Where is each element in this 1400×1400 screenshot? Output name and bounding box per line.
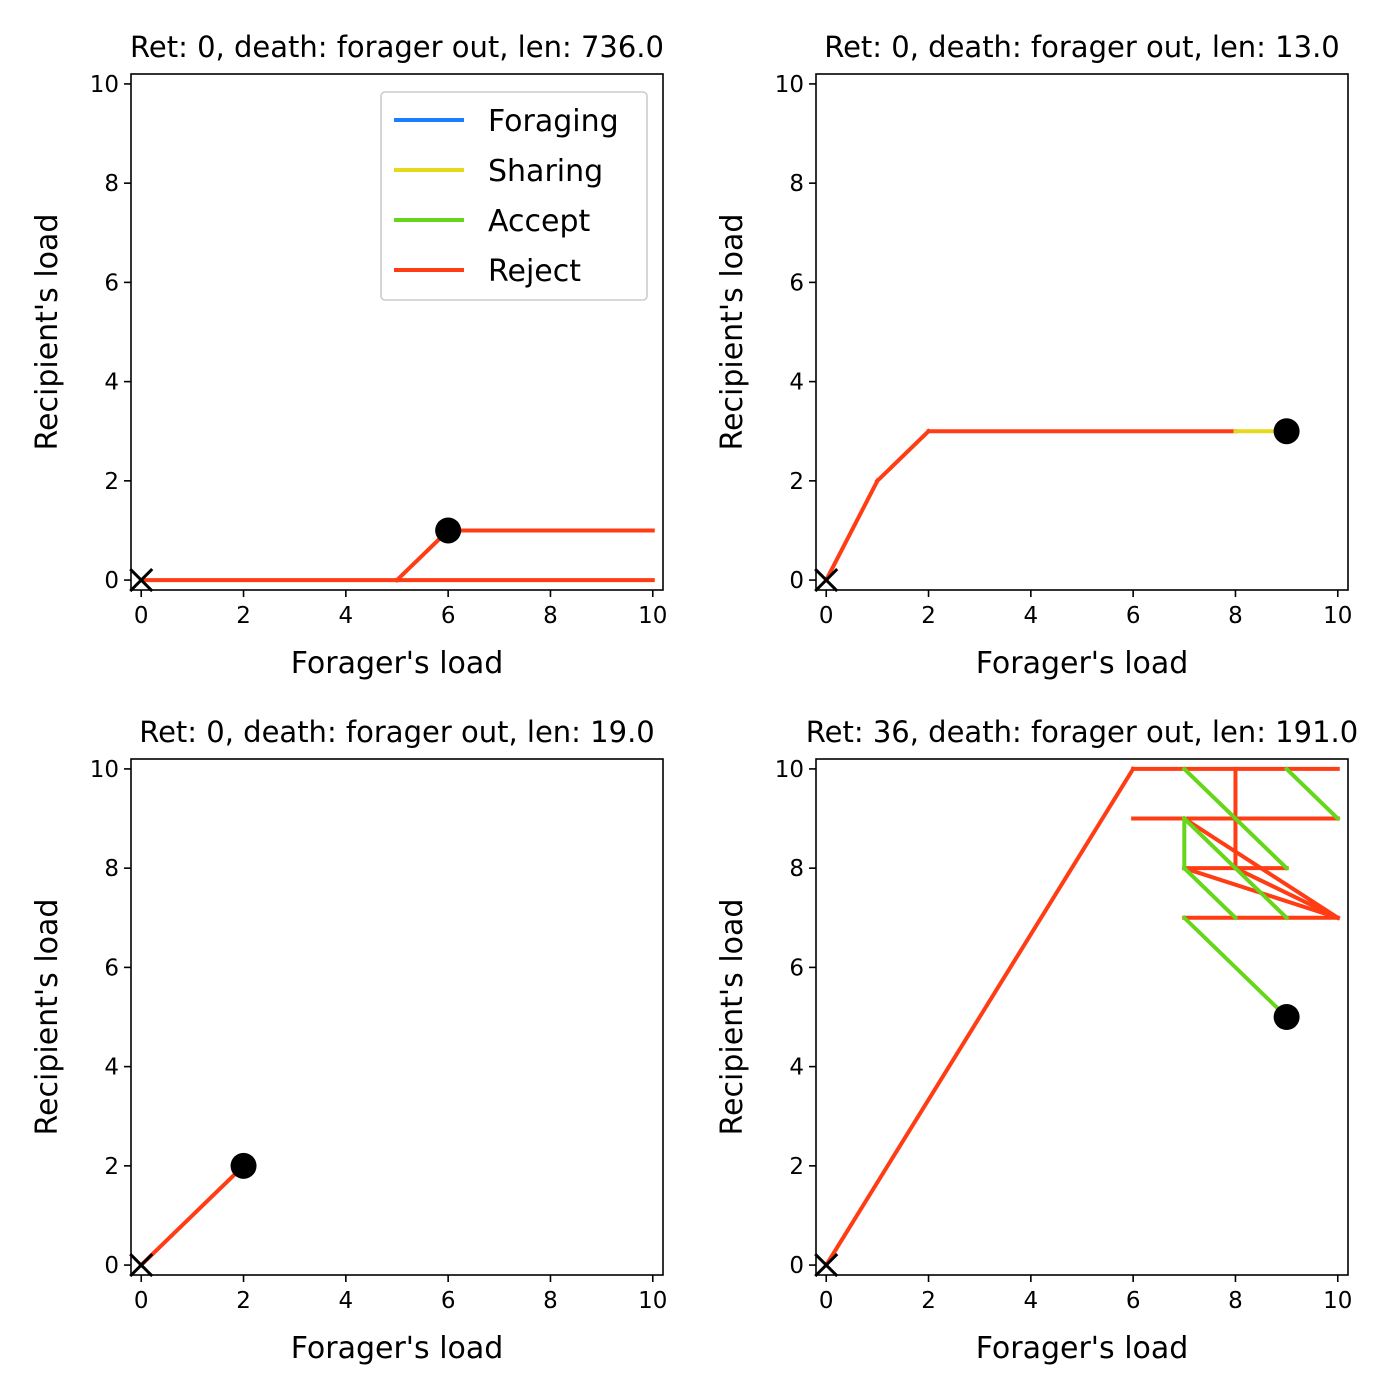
segment-reject	[1181, 815, 1341, 921]
x-tick-label: 8	[1228, 603, 1243, 629]
y-tick-label: 6	[789, 955, 804, 981]
subplot-title: Ret: 0, death: forager out, len: 13.0	[824, 30, 1340, 64]
subplot-4: Ret: 36, death: forager out, len: 191.0 0…	[715, 715, 1358, 1366]
legend: Foraging Sharing Accept Reject	[380, 91, 648, 301]
y-tick-label: 8	[104, 171, 119, 197]
y-tick-label: 6	[104, 270, 119, 296]
x-tick-label: 2	[236, 1288, 251, 1314]
x-tick-label: 10	[638, 603, 667, 629]
segment-reject	[823, 478, 881, 583]
subplot-3: Ret: 0, death: forager out, len: 19.0 0 2 4…	[30, 715, 667, 1366]
y-axis-label: Recipient's load	[715, 899, 750, 1136]
legend-label-sharing: Sharing	[488, 154, 603, 189]
y-tick-label: 10	[775, 757, 804, 783]
y-tick-label: 8	[789, 171, 804, 197]
subplot-title: Ret: 0, death: forager out, len: 736.0	[130, 30, 664, 64]
x-tick-label: 10	[638, 1288, 667, 1314]
start-marker	[814, 1253, 839, 1278]
axes-frame	[130, 758, 664, 1276]
segment-accept	[1181, 815, 1290, 921]
x-tick-label: 8	[543, 1288, 558, 1314]
subplot-title: Ret: 0, death: forager out, len: 19.0	[139, 715, 655, 749]
legend-label-foraging: Foraging	[488, 104, 619, 139]
end-marker	[1273, 1004, 1300, 1030]
axes-frame	[815, 758, 1349, 1276]
subplot-title: Ret: 36, death: forager out, len: 191.0	[806, 715, 1358, 749]
segment-accept	[1181, 865, 1239, 921]
trajectory-lines	[823, 428, 1289, 583]
x-tick-label: 6	[1126, 603, 1141, 629]
y-tick-label: 2	[789, 469, 804, 495]
x-axis-label: Forager's load	[291, 646, 504, 681]
segment-accept	[1181, 914, 1290, 1020]
segment-reject	[874, 428, 932, 484]
axes-frame	[130, 73, 664, 591]
y-tick-label: 6	[789, 270, 804, 296]
y-tick-label: 0	[104, 1253, 119, 1279]
x-tick-label: 0	[819, 1288, 834, 1314]
y-tick-label: 0	[104, 568, 119, 594]
subplot-2: Ret: 0, death: forager out, len: 13.0 0 2 4…	[715, 30, 1352, 681]
end-marker	[1273, 418, 1300, 445]
start-marker	[129, 1253, 154, 1278]
x-axis-label: Forager's load	[291, 1331, 504, 1366]
x-tick-label: 0	[819, 603, 834, 629]
y-tick-label: 0	[789, 1253, 804, 1279]
trajectory-lines	[823, 766, 1341, 1268]
segment-reject	[823, 766, 1136, 1268]
x-tick-label: 4	[339, 603, 354, 629]
x-tick-label: 6	[441, 1288, 456, 1314]
x-tick-label: 8	[543, 603, 558, 629]
legend-box	[380, 91, 648, 301]
start-marker	[129, 568, 154, 593]
y-tick-label: 2	[789, 1154, 804, 1180]
y-tick-label: 4	[104, 370, 119, 396]
x-tick-label: 0	[134, 603, 149, 629]
start-marker	[814, 568, 839, 593]
segment-reject	[1232, 865, 1341, 921]
x-axis-label: Forager's load	[976, 646, 1189, 681]
x-tick-label: 6	[441, 603, 456, 629]
y-tick-label: 8	[789, 856, 804, 882]
segment-accept	[1181, 766, 1239, 822]
x-tick-label: 10	[1323, 603, 1352, 629]
y-tick-label: 0	[789, 568, 804, 594]
y-axis-label: Recipient's load	[30, 214, 65, 451]
x-tick-label: 10	[1323, 1288, 1352, 1314]
y-tick-label: 4	[789, 370, 804, 396]
y-tick-label: 4	[789, 1055, 804, 1081]
trajectory-lines	[138, 1163, 247, 1268]
trajectory-lines	[139, 527, 655, 583]
y-tick-label: 10	[775, 72, 804, 98]
x-tick-label: 4	[1024, 603, 1039, 629]
x-tick-label: 2	[921, 603, 936, 629]
x-axis-label: Forager's load	[976, 1331, 1189, 1366]
segment-reject	[138, 1163, 247, 1268]
segment-accept	[1283, 766, 1341, 822]
x-tick-label: 0	[134, 1288, 149, 1314]
x-tick-label: 4	[1024, 1288, 1039, 1314]
y-axis-label: Recipient's load	[30, 899, 65, 1136]
y-tick-label: 10	[90, 72, 119, 98]
y-tick-label: 8	[104, 856, 119, 882]
legend-label-accept: Accept	[488, 204, 590, 239]
segment-accept	[1232, 815, 1290, 871]
subplot-1: Ret: 0, death: forager out, len: 736.0 0 2…	[30, 30, 667, 681]
axes-frame	[815, 73, 1349, 591]
y-axis-label: Recipient's load	[715, 214, 750, 451]
y-tick-label: 4	[104, 1055, 119, 1081]
legend-label-reject: Reject	[488, 254, 581, 289]
x-tick-label: 2	[236, 603, 251, 629]
x-tick-label: 2	[921, 1288, 936, 1314]
x-tick-label: 8	[1228, 1288, 1243, 1314]
y-tick-label: 2	[104, 1154, 119, 1180]
end-marker	[435, 517, 462, 544]
y-tick-label: 6	[104, 955, 119, 981]
y-tick-label: 10	[90, 757, 119, 783]
x-tick-label: 4	[339, 1288, 354, 1314]
x-tick-label: 6	[1126, 1288, 1141, 1314]
end-marker	[230, 1152, 257, 1179]
y-tick-label: 2	[104, 469, 119, 495]
